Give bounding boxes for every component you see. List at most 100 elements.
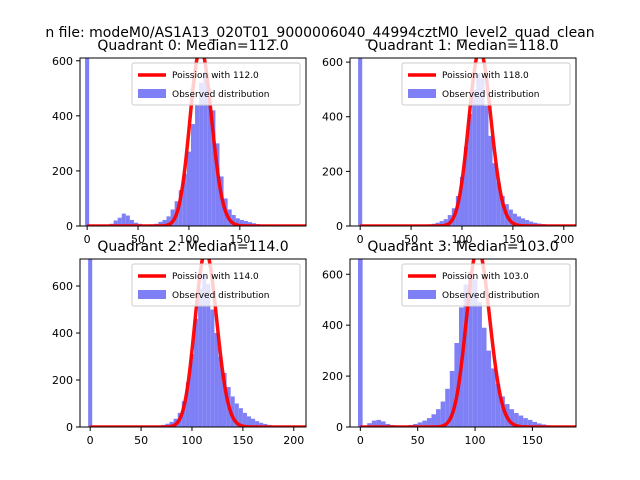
subplot-title: Quadrant 0: Median=112.0 — [97, 38, 288, 54]
legend-observed-swatch — [138, 290, 166, 299]
y-tick-label: 0 — [66, 421, 73, 434]
histogram-bar — [121, 213, 126, 226]
histogram-bar — [495, 383, 501, 427]
subplot-quadrant-1: 0 50 100 150 200 0 200 400 600 Quadrant 1: Median… — [322, 38, 577, 246]
x-tick-label: 0 — [84, 233, 91, 246]
histogram-bar — [202, 274, 207, 427]
y-tick-label: 400 — [52, 110, 73, 123]
legend-box — [131, 263, 301, 307]
y-tick-label: 0 — [336, 220, 343, 233]
histogram-bar — [464, 146, 469, 226]
histogram-bar — [166, 216, 171, 226]
histogram-bar — [472, 89, 477, 226]
y-tick-label: 400 — [52, 327, 73, 340]
histogram-bar — [210, 309, 215, 427]
histogram-bar — [518, 415, 524, 427]
histogram-bar — [514, 413, 519, 427]
histogram-bar — [477, 302, 482, 427]
histogram-bar — [468, 114, 473, 226]
histogram-bar — [222, 372, 227, 427]
histogram-bar — [215, 143, 220, 226]
y-tick-label: 600 — [322, 56, 343, 69]
y-tick-label: 400 — [322, 111, 343, 124]
poisson-curve — [86, 58, 306, 226]
y-tick-label: 400 — [322, 319, 343, 332]
x-tick-label: 0 — [87, 434, 94, 447]
y-tick-label: 0 — [336, 421, 343, 434]
histogram-bar — [481, 327, 487, 427]
axes-frame — [349, 258, 577, 428]
histogram-bar — [243, 221, 248, 226]
histogram-bar — [484, 105, 489, 226]
x-tick-label: 150 — [232, 434, 253, 447]
x-tick-label: 100 — [451, 233, 472, 246]
histogram-bar — [259, 422, 264, 427]
histogram-bar — [440, 401, 446, 427]
histogram-bar — [207, 88, 212, 226]
y-tick-label: 600 — [52, 280, 73, 293]
histogram-bar — [459, 176, 465, 226]
histogram-bar — [186, 151, 191, 226]
legend-label-poisson: Poission with 103.0 — [442, 272, 529, 282]
histogram-bar — [158, 221, 163, 226]
histogram-bar — [178, 190, 183, 226]
histogram-bar — [492, 163, 497, 226]
x-tick-label: 50 — [131, 233, 145, 246]
legend-label-poisson: Poission with 114.0 — [172, 272, 259, 282]
subplot-quadrant-2: 0 50 100 150 200 0 200 400 600 Quadrant 2: Median… — [52, 239, 307, 447]
subplot-title: Quadrant 3: Median=103.0 — [367, 239, 558, 255]
histogram-bar — [117, 217, 122, 226]
y-tick-label: 200 — [322, 165, 343, 178]
histogram-bar — [439, 221, 444, 226]
legend-observed-swatch — [408, 89, 436, 98]
x-tick-label: 200 — [553, 233, 574, 246]
poisson-curve — [359, 58, 576, 226]
histogram-bar — [367, 423, 372, 427]
histogram-bar — [218, 356, 223, 427]
histogram-bar — [194, 318, 199, 427]
spike-bar — [358, 58, 363, 226]
figure-suptitle: n file: modeM0/AS1A13_020T01_9000006040_… — [45, 25, 594, 41]
x-tick-label: 150 — [229, 233, 250, 246]
subplot-quadrant-0: 0 50 100 150 0 200 400 600 Quadrant 0: Median=11… — [52, 38, 307, 246]
histogram-bar — [500, 396, 505, 427]
histogram-bar — [445, 388, 450, 427]
histogram-bar — [234, 403, 239, 427]
histogram-bar — [195, 104, 200, 226]
histogram-bar — [468, 271, 473, 427]
histogram-bar — [247, 222, 253, 226]
legend-observed-swatch — [408, 290, 436, 299]
x-tick-label: 50 — [404, 233, 418, 246]
histogram-bar — [190, 124, 196, 226]
axes-frame — [349, 57, 577, 227]
histogram-bar — [426, 418, 432, 427]
histogram-bar — [491, 368, 496, 427]
histogram-bar — [486, 350, 492, 427]
histogram-bar — [496, 182, 501, 226]
histogram-bar — [231, 214, 236, 226]
histogram-bar — [422, 420, 427, 427]
y-tick-label: 200 — [52, 374, 73, 387]
histogram-bar — [182, 173, 187, 226]
histogram-bar — [203, 71, 208, 226]
histogram-bar — [199, 82, 204, 226]
legend-box — [401, 62, 571, 106]
axes-frame — [79, 57, 307, 227]
histogram-bar — [463, 284, 469, 427]
histogram-bar — [239, 219, 244, 226]
x-tick-label: 150 — [522, 434, 543, 447]
histogram-bar — [371, 420, 377, 427]
histogram-bar — [508, 209, 513, 226]
y-tick-label: 0 — [66, 220, 73, 233]
x-tick-label: 50 — [134, 434, 148, 447]
histogram-bar — [516, 216, 522, 226]
subplot-title: Quadrant 2: Median=114.0 — [97, 239, 288, 255]
histogram-bar — [525, 219, 530, 226]
histogram-bar — [169, 421, 174, 427]
histogram-bar — [512, 213, 517, 226]
histogram-bar — [480, 78, 485, 226]
histogram-bar — [113, 220, 118, 226]
plot-area — [85, 58, 306, 226]
histogram-bar — [523, 418, 528, 427]
